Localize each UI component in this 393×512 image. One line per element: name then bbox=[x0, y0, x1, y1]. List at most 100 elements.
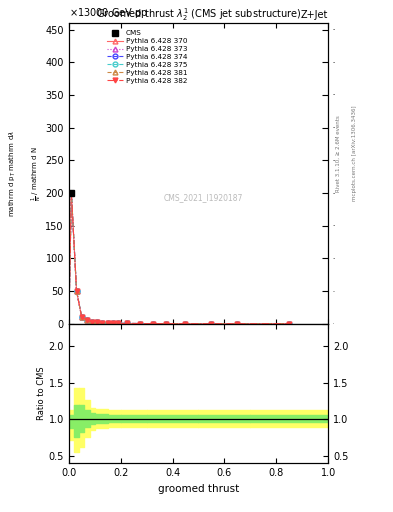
Pythia 6.428 375 bbox=[105, 320, 110, 326]
Pythia 6.428 381 bbox=[151, 321, 156, 327]
Y-axis label: Ratio to CMS: Ratio to CMS bbox=[37, 367, 46, 420]
Pythia 6.428 382 bbox=[90, 318, 94, 325]
Pythia 6.428 375 bbox=[125, 321, 130, 327]
Pythia 6.428 375 bbox=[183, 321, 188, 327]
Pythia 6.428 381 bbox=[79, 314, 84, 321]
Pythia 6.428 381 bbox=[209, 321, 214, 327]
Pythia 6.428 382 bbox=[79, 314, 84, 321]
Pythia 6.428 370 bbox=[183, 321, 188, 327]
Pythia 6.428 382 bbox=[235, 321, 240, 327]
Pythia 6.428 382 bbox=[100, 319, 105, 326]
Pythia 6.428 375 bbox=[287, 321, 292, 327]
Line: Pythia 6.428 382: Pythia 6.428 382 bbox=[69, 190, 292, 326]
Pythia 6.428 374 bbox=[69, 190, 74, 196]
Pythia 6.428 370 bbox=[95, 319, 100, 326]
Pythia 6.428 374 bbox=[116, 321, 120, 327]
Pythia 6.428 370 bbox=[125, 321, 130, 327]
Pythia 6.428 381 bbox=[110, 320, 115, 326]
Pythia 6.428 382 bbox=[105, 320, 110, 326]
Pythia 6.428 382 bbox=[125, 321, 130, 327]
Pythia 6.428 375 bbox=[95, 319, 100, 326]
Pythia 6.428 374 bbox=[151, 321, 156, 327]
Pythia 6.428 370 bbox=[69, 190, 74, 196]
Pythia 6.428 382 bbox=[69, 190, 74, 196]
Pythia 6.428 373 bbox=[95, 319, 100, 326]
Pythia 6.428 370 bbox=[163, 321, 168, 327]
Pythia 6.428 381 bbox=[84, 317, 89, 324]
Pythia 6.428 381 bbox=[116, 321, 120, 327]
Pythia 6.428 373 bbox=[287, 321, 292, 327]
Text: Z+Jet: Z+Jet bbox=[301, 10, 328, 20]
Line: Pythia 6.428 375: Pythia 6.428 375 bbox=[69, 190, 292, 326]
Pythia 6.428 381 bbox=[138, 321, 143, 327]
Pythia 6.428 374 bbox=[163, 321, 168, 327]
Pythia 6.428 374 bbox=[110, 320, 115, 326]
Pythia 6.428 374 bbox=[84, 317, 89, 324]
Pythia 6.428 373 bbox=[125, 321, 130, 327]
Pythia 6.428 374 bbox=[100, 319, 105, 326]
Pythia 6.428 370 bbox=[74, 288, 79, 294]
Pythia 6.428 375 bbox=[110, 320, 115, 326]
Line: Pythia 6.428 374: Pythia 6.428 374 bbox=[69, 190, 292, 326]
Pythia 6.428 382 bbox=[209, 321, 214, 327]
Pythia 6.428 373 bbox=[209, 321, 214, 327]
Pythia 6.428 382 bbox=[138, 321, 143, 327]
X-axis label: groomed thrust: groomed thrust bbox=[158, 484, 239, 494]
Pythia 6.428 373 bbox=[138, 321, 143, 327]
Text: Rivet 3.1.10, ≥ 2.6M events: Rivet 3.1.10, ≥ 2.6M events bbox=[336, 115, 341, 192]
Pythia 6.428 382 bbox=[287, 321, 292, 327]
Pythia 6.428 374 bbox=[235, 321, 240, 327]
Pythia 6.428 373 bbox=[235, 321, 240, 327]
Line: Pythia 6.428 381: Pythia 6.428 381 bbox=[69, 190, 292, 326]
Pythia 6.428 373 bbox=[105, 320, 110, 326]
Pythia 6.428 370 bbox=[100, 319, 105, 326]
Pythia 6.428 374 bbox=[95, 319, 100, 326]
Pythia 6.428 375 bbox=[69, 190, 74, 196]
Pythia 6.428 381 bbox=[105, 320, 110, 326]
Pythia 6.428 382 bbox=[163, 321, 168, 327]
Pythia 6.428 373 bbox=[90, 318, 94, 325]
Pythia 6.428 374 bbox=[138, 321, 143, 327]
Pythia 6.428 374 bbox=[74, 288, 79, 294]
Pythia 6.428 381 bbox=[183, 321, 188, 327]
Pythia 6.428 381 bbox=[74, 288, 79, 294]
Pythia 6.428 370 bbox=[287, 321, 292, 327]
Title: Groomed thrust $\lambda_2^1$ (CMS jet substructure): Groomed thrust $\lambda_2^1$ (CMS jet su… bbox=[96, 6, 301, 23]
Pythia 6.428 370 bbox=[116, 321, 120, 327]
Pythia 6.428 374 bbox=[105, 320, 110, 326]
Pythia 6.428 370 bbox=[235, 321, 240, 327]
Pythia 6.428 382 bbox=[110, 320, 115, 326]
Pythia 6.428 373 bbox=[183, 321, 188, 327]
Pythia 6.428 373 bbox=[84, 317, 89, 324]
Pythia 6.428 382 bbox=[116, 321, 120, 327]
Pythia 6.428 382 bbox=[151, 321, 156, 327]
Pythia 6.428 374 bbox=[79, 314, 84, 321]
Pythia 6.428 374 bbox=[125, 321, 130, 327]
Text: mcplots.cern.ch [arXiv:1306.3436]: mcplots.cern.ch [arXiv:1306.3436] bbox=[352, 106, 357, 201]
Pythia 6.428 381 bbox=[287, 321, 292, 327]
Pythia 6.428 381 bbox=[125, 321, 130, 327]
Pythia 6.428 381 bbox=[95, 319, 100, 326]
Legend: CMS, Pythia 6.428 370, Pythia 6.428 373, Pythia 6.428 374, Pythia 6.428 375, Pyt: CMS, Pythia 6.428 370, Pythia 6.428 373,… bbox=[104, 28, 190, 87]
Pythia 6.428 370 bbox=[151, 321, 156, 327]
Pythia 6.428 381 bbox=[163, 321, 168, 327]
Pythia 6.428 375 bbox=[100, 319, 105, 326]
Pythia 6.428 382 bbox=[183, 321, 188, 327]
Pythia 6.428 373 bbox=[151, 321, 156, 327]
Pythia 6.428 382 bbox=[95, 319, 100, 326]
Pythia 6.428 373 bbox=[100, 319, 105, 326]
Pythia 6.428 375 bbox=[116, 321, 120, 327]
Text: CMS_2021_I1920187: CMS_2021_I1920187 bbox=[164, 193, 243, 202]
Pythia 6.428 373 bbox=[110, 320, 115, 326]
Pythia 6.428 370 bbox=[209, 321, 214, 327]
Pythia 6.428 370 bbox=[90, 318, 94, 325]
Pythia 6.428 374 bbox=[209, 321, 214, 327]
Pythia 6.428 373 bbox=[163, 321, 168, 327]
Pythia 6.428 375 bbox=[163, 321, 168, 327]
Pythia 6.428 375 bbox=[235, 321, 240, 327]
Pythia 6.428 374 bbox=[90, 318, 94, 325]
Pythia 6.428 374 bbox=[183, 321, 188, 327]
Pythia 6.428 375 bbox=[138, 321, 143, 327]
Pythia 6.428 382 bbox=[74, 288, 79, 294]
Line: Pythia 6.428 370: Pythia 6.428 370 bbox=[69, 190, 292, 326]
